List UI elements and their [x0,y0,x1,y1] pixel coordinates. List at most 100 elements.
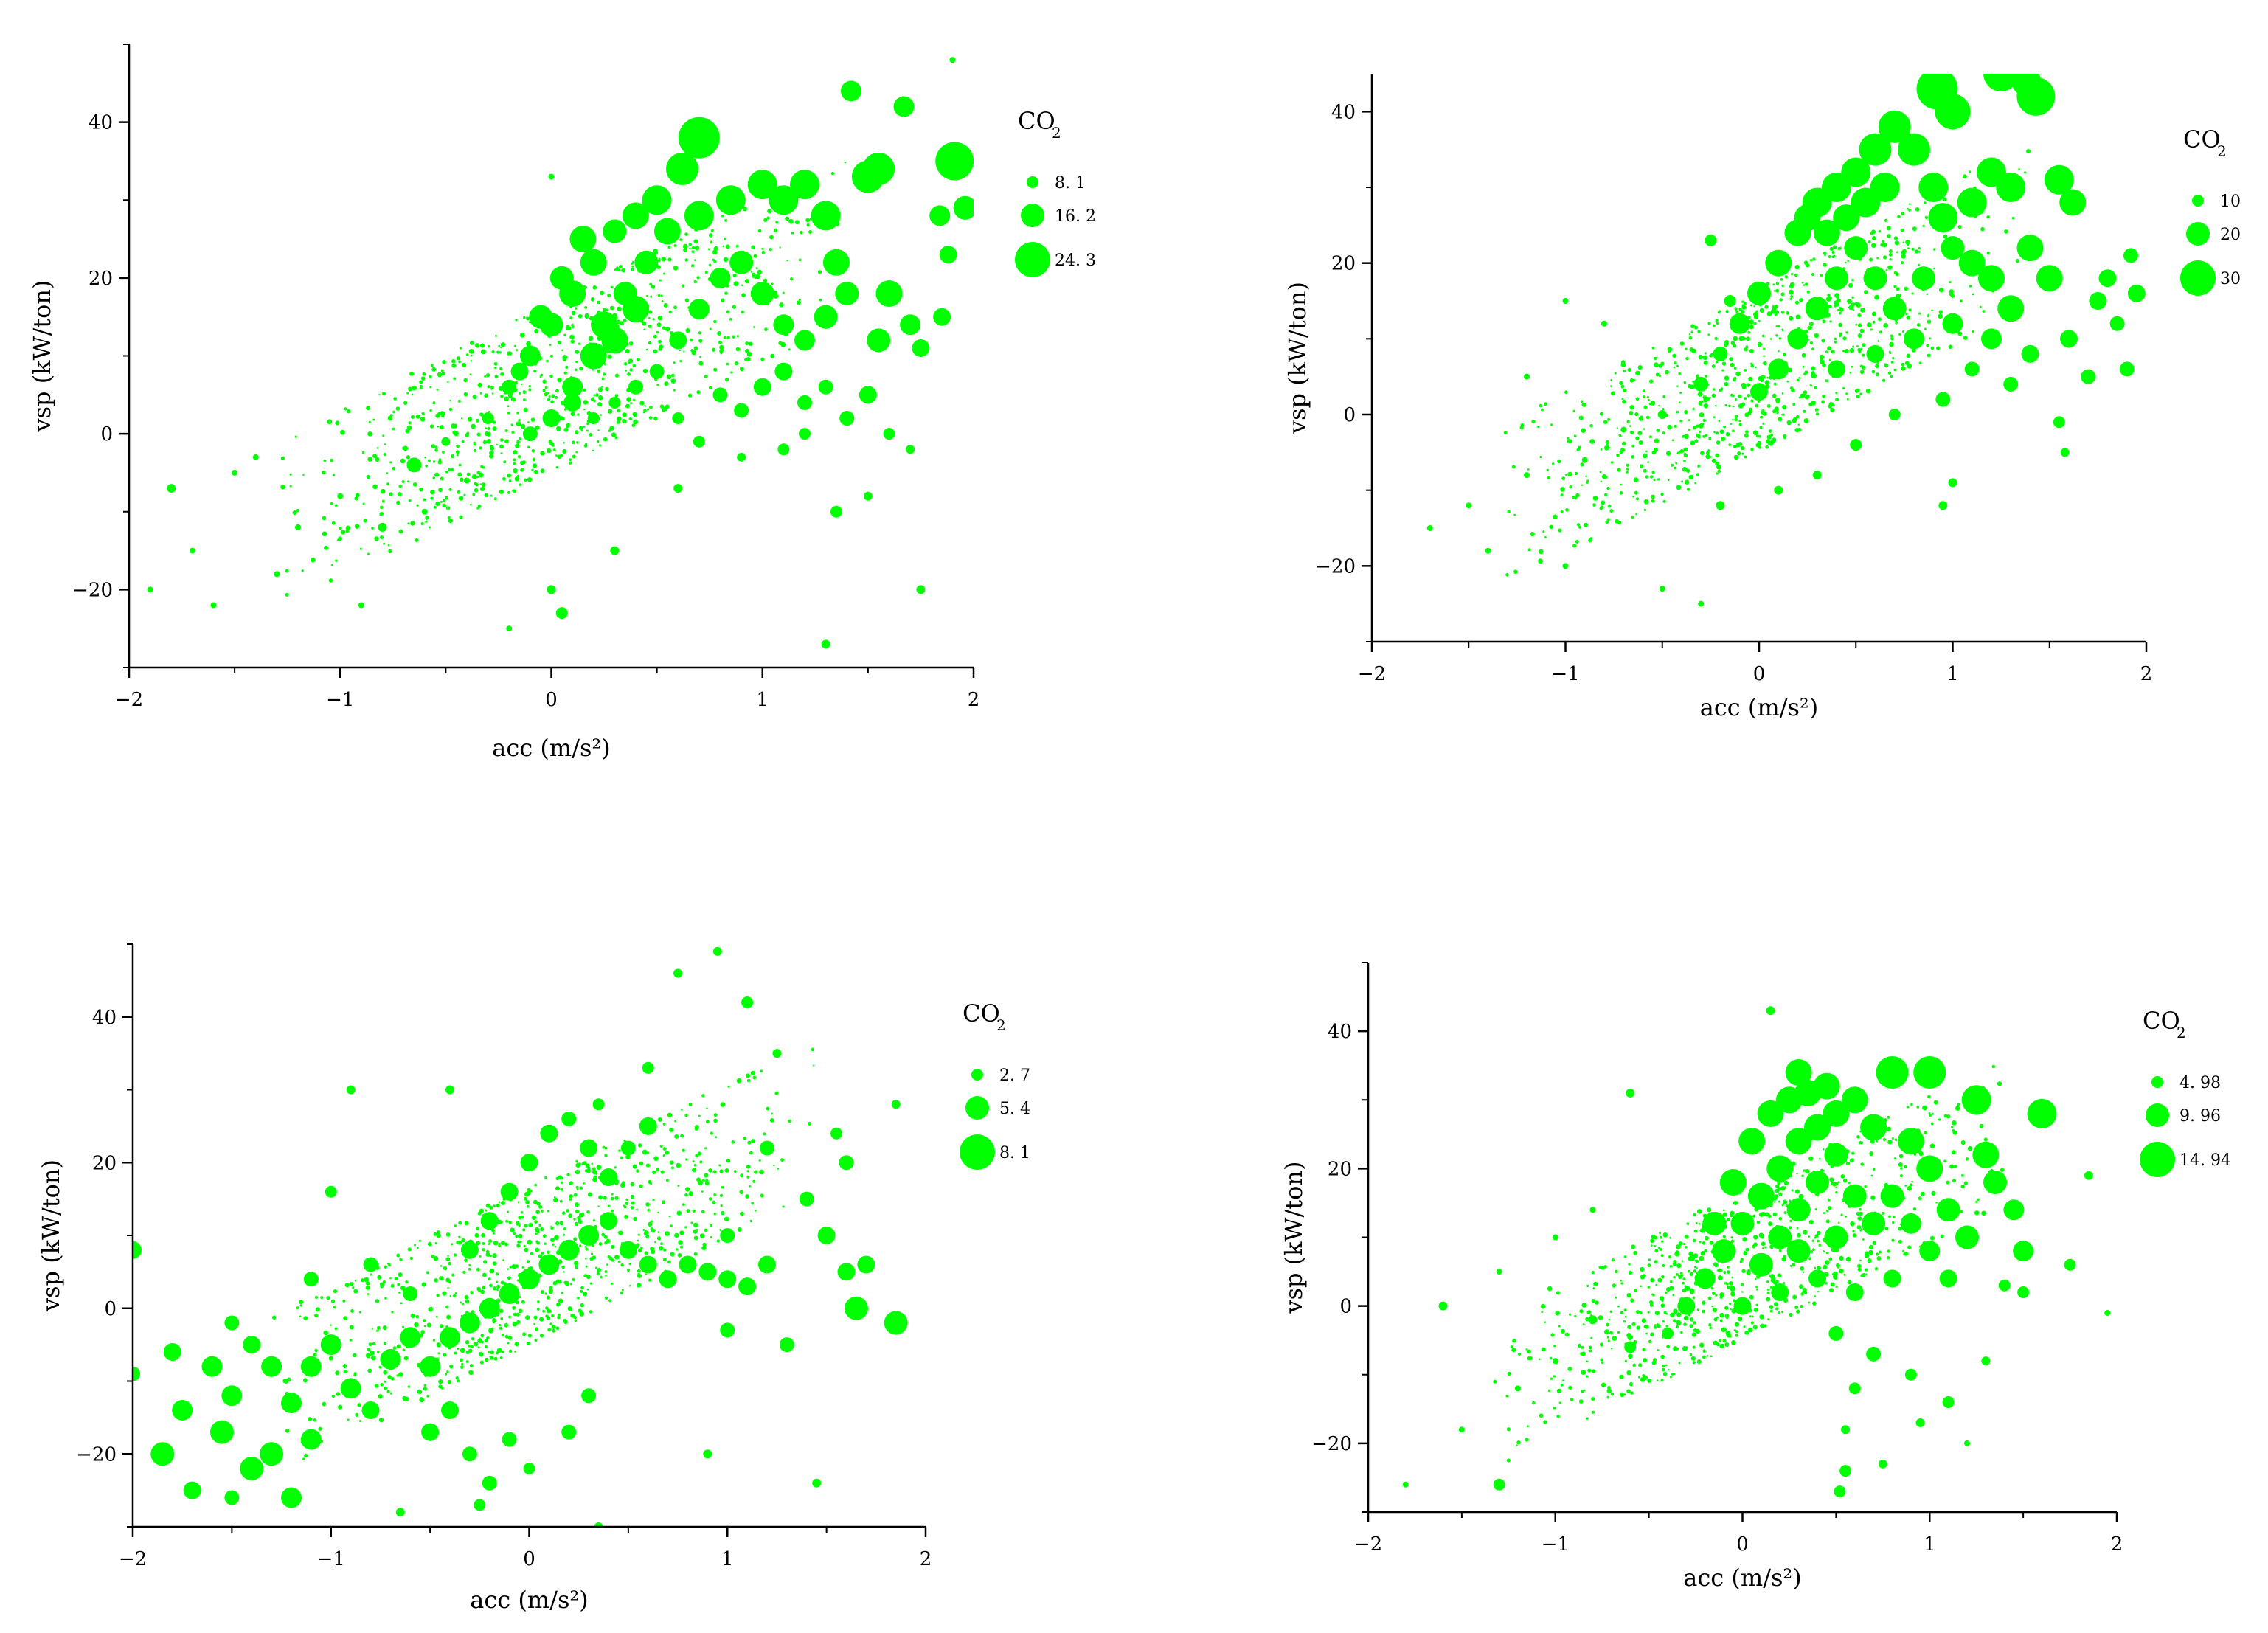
data-point-small [1561,1379,1564,1382]
data-point-small [1983,1137,1988,1142]
data-point-small [462,362,467,368]
data-point-small [1610,385,1612,387]
data-point-small [499,1326,503,1330]
data-point-small [1586,1310,1592,1314]
data-point-small [1796,1227,1799,1230]
data-point-small [606,1263,608,1266]
data-point-small [614,1166,617,1169]
data-point-small [396,1344,401,1349]
data-point-small [1747,411,1751,414]
data-point-small [1860,308,1865,313]
data-point [1813,1072,1840,1100]
data-point-small [455,1376,459,1380]
data-point-small [578,1308,582,1313]
data-point [859,386,877,404]
data-point-small [1592,503,1596,507]
data-point-small [625,403,630,409]
data-point-small [466,472,471,476]
data-point [817,1227,836,1244]
data-point-small [791,232,794,235]
data-point-small [499,444,504,449]
data-point-small [682,1148,685,1152]
legend-title-subscript: 2 [1052,124,1061,142]
data-point-small [530,1189,533,1193]
data-point-small [1770,433,1774,437]
data-point-small [1707,333,1710,336]
data-point [837,1263,856,1281]
data-point-small [1811,1248,1815,1252]
data-point-small [648,1221,653,1227]
data-point [580,249,607,276]
data-point-small [1887,1140,1893,1145]
data-point-small [1612,1336,1617,1341]
data-point-small [798,258,802,262]
data-point-small [458,463,462,467]
data-point-small [482,1260,488,1264]
data-point-small [536,1308,540,1311]
data-point [712,946,722,956]
data-point [797,395,812,410]
data-point-small [1909,1183,1912,1187]
data-point-small [363,519,367,523]
data-point-small [706,1107,708,1110]
data-point [1458,1426,1465,1433]
data-point-small [628,1285,631,1287]
data-point-small [1703,360,1708,365]
data-point-small [1856,1224,1862,1230]
data-point-small [726,310,730,313]
data-point-small [1797,423,1800,426]
data-point-small [563,1227,566,1231]
data-point-small [533,1322,535,1325]
data-point-small [1758,1212,1764,1217]
data-point-small [376,447,379,449]
data-point-small [314,1313,319,1317]
data-point-small [606,308,609,312]
data-point-small [684,232,688,236]
data-point-small [656,1236,662,1241]
data-point-small [1719,1339,1722,1342]
data-point-small [511,1263,517,1269]
data-point-small [389,461,392,464]
data-point-small [387,415,393,421]
data-point-small [669,1127,674,1132]
data-point-small [513,489,517,493]
data-point-small [617,1230,622,1235]
data-point-small [660,1242,663,1246]
legend-marker [965,1096,989,1120]
data-point-small [386,482,390,486]
data-point-small [574,1221,579,1227]
data-point-small [362,502,365,505]
data-point [261,1356,282,1377]
data-point-small [540,451,545,456]
data-point-small [665,326,670,332]
data-point-small [533,369,537,372]
data-point-small [1580,462,1584,467]
data-point [2081,369,2096,384]
data-point-small [1887,234,1891,238]
data-point-small [1600,480,1603,483]
data-point-small [1607,1339,1610,1342]
data-point-small [1789,282,1795,287]
data-point-small [1672,1294,1675,1297]
data-point-small [1765,445,1769,449]
data-point-small [607,293,611,297]
legend-marker [1021,204,1044,227]
data-point-small [430,490,435,495]
data-point [441,437,451,446]
data-point-small [1629,378,1634,383]
data-point-small [1775,325,1778,328]
x-tick-label: 1 [1946,663,1959,685]
data-point-small [745,1194,749,1199]
data-point-small [1820,274,1823,277]
data-point-small [1821,339,1825,343]
y-tick-label: −20 [1315,555,1356,578]
data-point-small [1924,327,1927,330]
data-point-small [1676,1325,1679,1328]
data-point-small [1847,1280,1852,1285]
data-point-small [1831,350,1835,354]
data-point-small [573,1218,576,1221]
data-point-small [447,516,451,519]
data-point-small [394,1277,398,1281]
data-point-small [1553,1375,1556,1378]
